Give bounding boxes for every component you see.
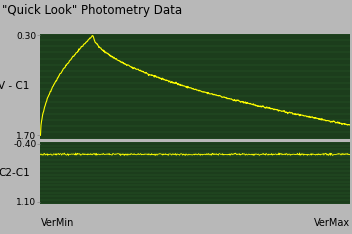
Text: "Quick Look" Photometry Data: "Quick Look" Photometry Data [2, 4, 182, 17]
Text: C2-C1: C2-C1 [0, 168, 30, 178]
Text: VerMin: VerMin [40, 218, 74, 228]
Text: V - C1: V - C1 [0, 81, 30, 91]
Text: VerMax: VerMax [314, 218, 350, 228]
